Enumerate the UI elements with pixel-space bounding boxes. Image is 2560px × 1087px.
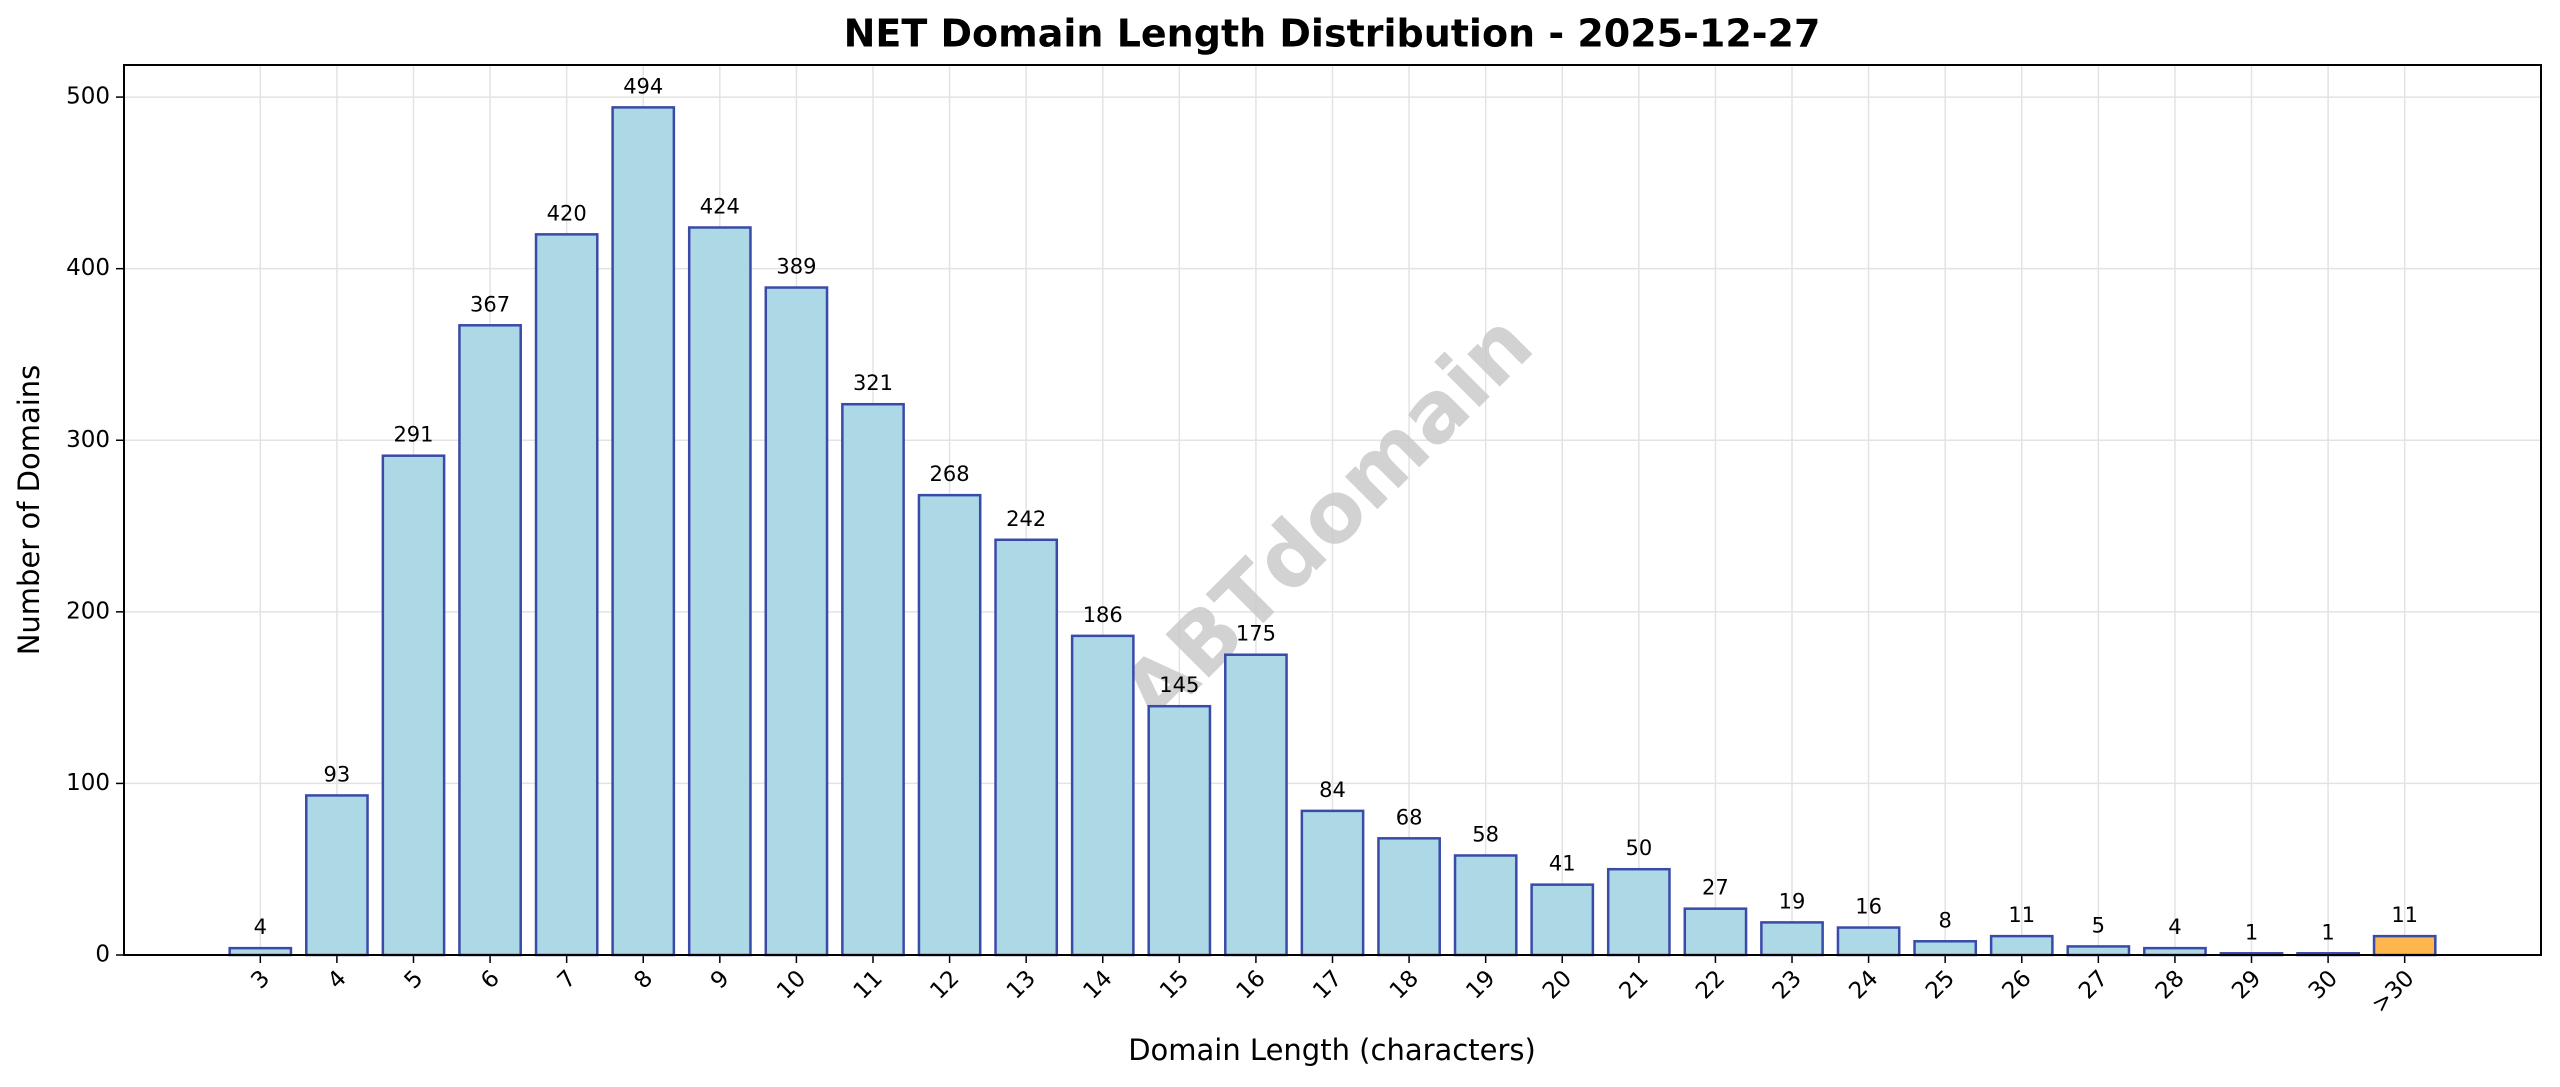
value-label: 367 [470,292,510,316]
value-label: 5 [2092,913,2105,937]
bar [458,324,522,957]
x-tick-label: 4 [323,965,352,994]
value-label: 84 [1319,778,1346,802]
value-label: 4 [254,915,267,939]
x-tick-label: 5 [400,965,429,994]
bar [1836,926,1901,957]
value-label: 93 [324,762,351,786]
x-tick-label: 11 [849,965,888,1004]
plot-frame [123,64,2542,956]
bar [2372,934,2437,957]
x-tick-label: 14 [1078,965,1117,1004]
y-tick-label: 500 [66,84,110,110]
value-label: 420 [547,201,587,225]
bar [611,106,676,957]
y-tick-label: 400 [66,255,110,281]
x-tick-label: 18 [1385,965,1424,1004]
x-tick-label: >30 [2367,965,2420,1018]
value-label: 242 [1006,507,1046,531]
bar [1224,653,1288,957]
y-axis-label: Number of Domains [12,365,46,656]
y-tick-label: 0 [95,942,110,968]
bar [1453,854,1518,957]
x-tick-label: 25 [1921,965,1960,1004]
chart-title: NET Domain Length Distribution - 2025-12… [844,12,1821,56]
x-tick-label: 9 [706,965,735,994]
bar [1913,940,1978,957]
bar [764,286,829,957]
bar [1070,634,1135,957]
value-label: 186 [1083,603,1123,627]
value-label: 11 [2391,903,2418,927]
value-label: 1 [2321,920,2334,944]
x-tick-label: 19 [1461,965,1500,1004]
x-tick-label: 8 [629,965,658,994]
x-tick-label: 16 [1232,965,1271,1004]
value-label: 291 [393,423,433,447]
bar [1300,809,1365,957]
bar [1683,907,1748,957]
bar [1147,704,1212,957]
y-tick-label: 200 [66,598,110,624]
value-label: 68 [1396,805,1423,829]
x-tick-label: 20 [1538,965,1577,1004]
bar [1760,921,1824,957]
y-tick-label: 100 [66,770,110,796]
value-label: 27 [1702,876,1729,900]
value-label: 424 [700,194,740,218]
bar [228,946,293,957]
x-tick-label: 21 [1615,965,1654,1004]
x-tick-label: 7 [553,965,582,994]
x-tick-label: 23 [1768,965,1807,1004]
bar [1530,883,1595,957]
x-axis-label: Domain Length (characters) [1128,1033,1536,1067]
x-tick-label: 10 [772,965,811,1004]
bar [841,402,905,957]
x-tick-label: 13 [1002,965,1041,1004]
x-tick-label: 17 [1308,965,1347,1004]
bar [687,226,752,957]
value-label: 389 [776,255,816,279]
bar [1606,867,1671,957]
value-label: 19 [1779,889,1806,913]
value-label: 50 [1625,836,1652,860]
x-tick-label: 29 [2227,965,2266,1004]
bar [2143,946,2207,957]
bar [305,794,369,957]
bar [534,233,599,957]
x-tick-label: 30 [2304,965,2343,1004]
x-tick-label: 26 [1998,965,2037,1004]
bar [994,538,1059,957]
x-tick-label: 6 [476,965,505,994]
value-label: 11 [2008,903,2035,927]
x-tick-label: 28 [2151,965,2190,1004]
value-label: 494 [623,74,663,98]
bar [2066,945,2131,957]
x-tick-label: 3 [246,965,275,994]
value-label: 4 [2168,915,2181,939]
bar [1377,837,1441,957]
x-tick-label: 24 [1844,965,1883,1004]
value-label: 8 [1938,908,1951,932]
value-label: 145 [1159,673,1199,697]
value-label: 41 [1549,852,1576,876]
value-label: 321 [853,371,893,395]
x-tick-label: 12 [925,965,964,1004]
value-label: 175 [1236,622,1276,646]
value-label: 1 [2245,920,2258,944]
x-tick-label: 27 [2074,965,2113,1004]
x-tick-label: 15 [1155,965,1194,1004]
value-label: 58 [1472,822,1499,846]
bar [1989,934,2054,957]
y-tick-label: 300 [66,427,110,453]
x-tick-label: 22 [1691,965,1730,1004]
value-label: 268 [930,462,970,486]
value-label: 16 [1855,895,1882,919]
bar [381,454,446,957]
bar [917,493,982,957]
